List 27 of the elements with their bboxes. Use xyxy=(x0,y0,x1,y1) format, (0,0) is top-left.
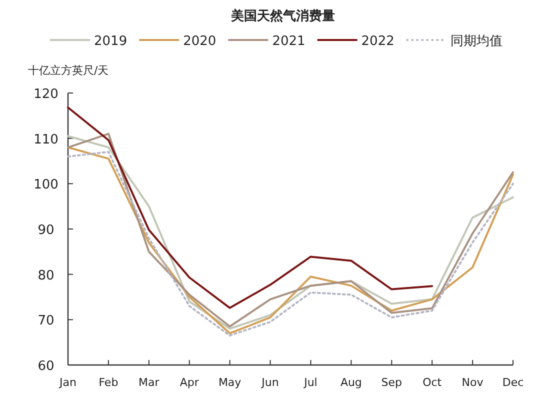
legend-label: 2020 xyxy=(183,34,216,49)
x-tick-label: Apr xyxy=(180,376,200,389)
chart-title: 美国天然气消费量 xyxy=(230,8,335,24)
x-tick-label: Aug xyxy=(340,376,362,389)
x-tick-label: Jul xyxy=(303,376,318,389)
line-series xyxy=(67,106,434,309)
x-tick-label: Feb xyxy=(98,376,118,389)
legend-label: 同期均值 xyxy=(450,34,502,49)
x-tick-label: Jun xyxy=(260,376,279,389)
y-tick-label: 80 xyxy=(38,268,54,284)
y-tick-label: 70 xyxy=(38,314,54,329)
legend-label: 2022 xyxy=(361,34,394,49)
y-tick-label: 120 xyxy=(34,87,58,102)
y-axis-title: 十亿立方英尺/天 xyxy=(28,64,109,77)
legend-label: 2021 xyxy=(272,34,306,49)
legend-label: 2019 xyxy=(94,34,128,49)
x-tick-label: Jan xyxy=(58,376,76,389)
x-tick-label: May xyxy=(218,376,242,389)
x-tick-label: Mar xyxy=(138,376,160,389)
y-tick-label: 90 xyxy=(38,223,54,238)
y-tick-label: 60 xyxy=(38,359,54,374)
x-tick-label: Nov xyxy=(462,376,484,389)
x-tick-label: Sep xyxy=(381,376,402,389)
x-tick-label: Oct xyxy=(422,376,442,389)
y-tick-label: 110 xyxy=(34,132,58,148)
y-tick-label: 100 xyxy=(34,178,58,193)
x-tick-label: Dec xyxy=(502,376,524,389)
